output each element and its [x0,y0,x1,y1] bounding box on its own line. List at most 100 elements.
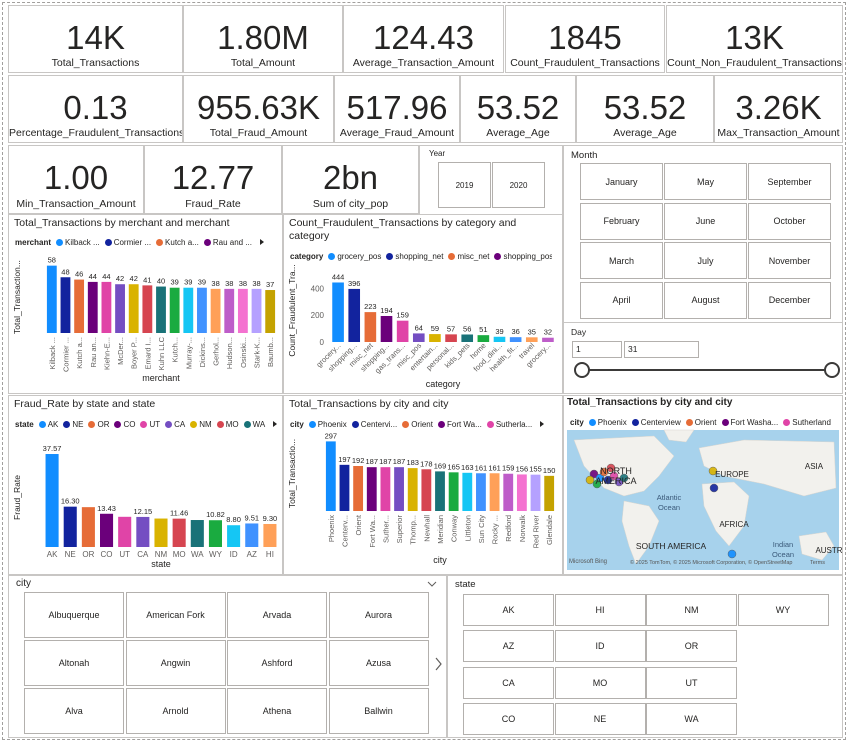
bar [87,281,98,333]
city-option[interactable]: Athena [227,688,327,734]
day-handle-start[interactable] [574,362,590,378]
state-option[interactable]: WA [646,702,737,735]
city-option[interactable]: Angwin [125,640,226,686]
bar [412,333,425,342]
state-option[interactable]: WY [737,594,829,626]
month-option[interactable]: July [664,242,747,279]
state-option[interactable]: AZ [463,630,554,663]
legend-label: UT [149,419,161,429]
month-option[interactable]: November [748,242,831,279]
legend-item[interactable]: Centervi... [351,420,397,429]
legend-item[interactable]: Fort Wa... [437,419,482,429]
month-option[interactable]: December [748,281,831,319]
plot: 37.57 AK 16.30 NE OR 13.43 CO UT 12.15 CA NM 11.46 M… [12,444,277,569]
city-option[interactable]: Altonah [24,640,124,686]
month-option[interactable]: October [748,202,831,240]
slicer-title: Day [571,327,587,337]
legend-more[interactable] [273,421,277,427]
month-option[interactable]: August [664,281,747,319]
legend-item[interactable]: Kutch a... [156,238,199,247]
state-option[interactable]: UT [646,666,737,699]
legend-item[interactable]: OR [88,420,109,429]
month-option[interactable]: January [580,163,663,200]
city-option[interactable]: Ashford [227,640,327,686]
month-option[interactable]: June [664,202,747,240]
state-option[interactable]: MO [554,666,646,699]
legend-item[interactable]: Phoenix [308,420,347,429]
legend-item[interactable]: grocery_pos [328,252,381,261]
legend-item[interactable]: Cormier ... [104,238,151,247]
legend-item[interactable]: CO [114,420,135,429]
city-option[interactable]: American Fork [125,592,226,638]
data-label: 178 [420,459,433,468]
legend-item[interactable]: NM [190,420,212,429]
legend-item[interactable]: AK [38,420,58,429]
x-tick-label: McDer... [116,337,125,365]
kpi-card: 1845 Count_Fraudulent_Transactions [505,5,665,73]
day-from[interactable]: 1 [572,341,622,358]
map-terms[interactable]: Terms [810,560,825,566]
legend-item[interactable]: Fort Washa... [721,417,779,427]
state-option[interactable]: NM [646,594,737,626]
state-option[interactable]: AK [463,594,554,626]
kpi-card: 13K Count_Non_Fraudulent_Transactions [666,5,843,73]
state-option[interactable]: OR [646,630,737,663]
legend-label: Fort Wa... [446,419,482,429]
legend-item[interactable]: Centerview [631,418,681,427]
legend-item[interactable]: Rau and ... [203,238,252,247]
legend-title: category [290,251,324,261]
state-option[interactable]: CO [463,702,554,735]
legend-item[interactable]: Phoenix [588,418,627,427]
city-option[interactable]: Aurora [328,592,429,638]
city-option[interactable]: Alva [24,688,124,734]
legend-item[interactable]: NE [63,420,83,429]
slicer-title: Year [429,149,446,158]
month-option[interactable]: May [664,163,747,200]
state-option[interactable]: CA [463,666,554,699]
x-tick-label: NM [155,550,168,559]
bar [81,507,95,547]
state-option[interactable]: HI [554,594,646,626]
month-option[interactable]: April [580,281,663,319]
legend-item[interactable]: Sutherland [783,418,831,427]
city-option[interactable]: Albuquerque [24,592,124,638]
day-to[interactable]: 31 [624,341,699,358]
map-label: NORTH AMERICA [595,466,637,486]
legend-label: CA [174,419,186,429]
legend-item[interactable]: WA [243,420,265,429]
day-handle-end[interactable] [824,362,840,378]
legend-item[interactable]: misc_net [448,252,489,261]
city-option[interactable]: Arnold [125,688,226,734]
data-label: 44 [102,272,110,281]
legend-item[interactable]: shopping_pos [494,252,552,261]
legend-more[interactable] [259,239,264,245]
bar [63,506,77,547]
legend-more[interactable] [540,421,545,427]
legend-item[interactable]: MO [216,420,239,429]
city-option[interactable]: Arvada [227,592,327,638]
city-option[interactable]: Ballwin [328,688,429,734]
state-option[interactable]: NE [554,702,646,735]
legend-item[interactable]: Kilback ... [56,238,100,247]
data-label: 156 [516,464,529,473]
legend-item[interactable]: shopping_net [386,252,443,261]
legend-swatch [588,418,596,426]
year-option[interactable]: 2020 [492,162,545,208]
data-label: 38 [252,279,260,288]
year-option[interactable]: 2019 [438,162,491,208]
city-option[interactable]: Azusa [328,640,429,686]
legend-item[interactable]: Sutherla... [486,420,532,429]
month-option[interactable]: February [580,202,663,240]
month-option[interactable]: September [748,163,831,200]
kpi-label: Average_Transaction_Amount [352,57,495,69]
legend-label: Fort Washa... [730,417,779,427]
legend-item[interactable]: Orient [402,420,433,429]
data-label: 187 [366,457,379,466]
month-option[interactable]: March [580,242,663,279]
legend-swatch [38,420,46,428]
legend-item[interactable]: CA [165,420,185,429]
x-tick-label: Kiehn-E... [102,337,111,370]
legend-item[interactable]: Orient [685,418,717,427]
legend-item[interactable]: UT [140,420,160,429]
state-option[interactable]: ID [554,630,646,663]
